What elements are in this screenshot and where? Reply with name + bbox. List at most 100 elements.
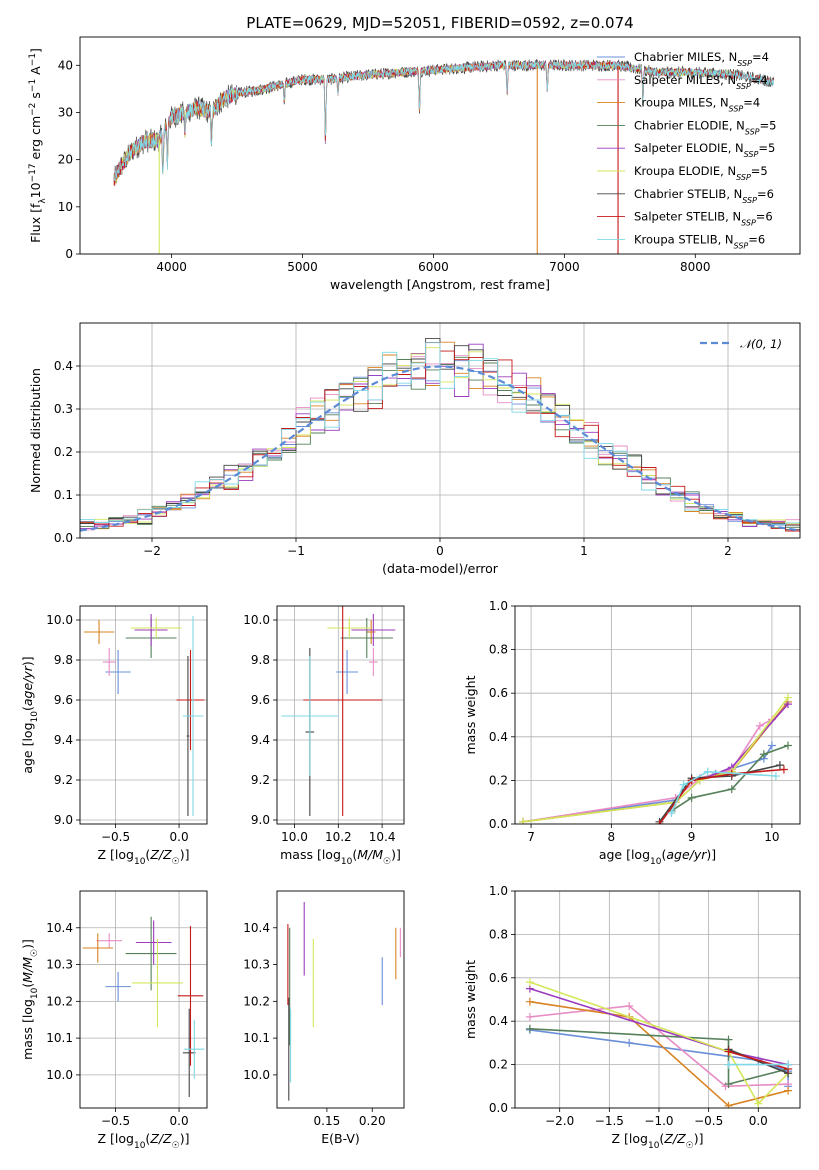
y-tick-label: 0.1: [54, 488, 73, 502]
errorbar-point: [176, 650, 205, 750]
mass-weight-marker: [525, 1012, 534, 1021]
errorbar-point: [303, 606, 383, 816]
x-tick-label: −1.0: [644, 1114, 673, 1128]
y-tick-label: 9.4: [251, 733, 270, 747]
x-axis-label: E(B-V): [321, 1131, 360, 1146]
mass-weight-line: [529, 981, 789, 1106]
mass-weight-marker: [783, 693, 792, 702]
legend-entry: Salpeter MILES, NSSP=4: [634, 73, 768, 91]
y-tick-label: 10.0: [243, 613, 270, 627]
y-tick-label: 9.0: [251, 813, 270, 827]
x-tick-label: 10.0: [281, 830, 308, 844]
y-tick-label: 9.6: [54, 693, 73, 707]
y-tick-label: 0.2: [489, 773, 508, 787]
mass-weight-marker: [724, 1060, 733, 1069]
age-vs-Z-plot-area: [80, 606, 207, 824]
x-axis-label: Z [log10(Z/Z☉)]: [612, 1131, 704, 1151]
x-tick-label: 0.0: [170, 830, 189, 844]
spectrum-plot-area: [113, 58, 775, 254]
errorbar-point: [184, 1019, 205, 1079]
y-tick-label: 10.0: [46, 613, 73, 627]
errorbar-point: [366, 620, 376, 644]
errorbar-point: [336, 650, 359, 694]
mass-weight-marker: [525, 997, 534, 1006]
errorbar-point: [368, 648, 378, 676]
y-tick-label: 10.1: [46, 1031, 73, 1045]
errorbar-point: [82, 933, 114, 963]
legend-entry: Kroupa STELIB, NSSP=6: [634, 232, 765, 250]
age-vs-mass-panel: 10.0 10.2 10.4 9.0 9.2 9.4 9.6 9.8 10.0 mass [log…: [243, 605, 405, 867]
x-axis-label: Z [log10(Z/Z☉)]: [98, 847, 190, 867]
x-tick-label: −1: [287, 544, 305, 558]
x-tick-label: −0.5: [101, 830, 130, 844]
x-tick-label: −0.5: [101, 1114, 130, 1128]
y-tick-label: 10.2: [243, 994, 270, 1008]
errorbar-point: [130, 618, 182, 638]
x-tick-label: −2: [143, 544, 161, 558]
mass-weight-marker: [767, 741, 776, 750]
x-tick-label: −0.5: [694, 1114, 723, 1128]
legend-entry: Chabrier STELIB, NSSP=6: [634, 187, 774, 205]
mass-vs-EBV-plot-area: [287, 902, 401, 1101]
mass-weight-marker: [779, 765, 788, 774]
mass-weight-marker: [703, 767, 712, 776]
errorbar-point: [96, 933, 122, 949]
x-tick-label: −1.5: [595, 1114, 624, 1128]
axes-frame: [79, 36, 801, 255]
y-tick-label: 10.3: [243, 958, 270, 972]
y-tick-label: 9.2: [251, 773, 270, 787]
x-tick-label: 7: [527, 830, 535, 844]
y-tick-label: 10.4: [46, 921, 73, 935]
mass-weight-marker: [724, 1080, 733, 1089]
mass-weight-marker: [724, 1047, 733, 1056]
spectrum-line: [113, 58, 775, 185]
massweight-vs-age-plot-area: [515, 606, 800, 824]
y-tick-label: 0.8: [489, 643, 508, 657]
y-tick-label: 0.0: [54, 531, 73, 545]
mass-weight-marker: [759, 750, 768, 759]
errorbar-point: [125, 916, 177, 991]
errorbar-point: [281, 656, 339, 776]
mass-weight-marker: [687, 793, 696, 802]
y-tick-label: 0: [65, 247, 73, 261]
y-tick-label: 30: [58, 105, 73, 119]
massweight-vs-Z-plot-area: [515, 891, 800, 1108]
legend-entry: Salpeter ELODIE, NSSP=5: [634, 141, 775, 159]
massweight-vs-age-panel: 7 8 9 10 0.0 0.2 0.4 0.6 0.8 1.0 age [log10(age/yr…: [463, 599, 801, 867]
y-tick-label: 1.0: [489, 884, 508, 898]
x-tick-label: 4000: [156, 260, 187, 274]
x-tick-label: 2: [724, 544, 732, 558]
y-tick-label: 9.6: [251, 693, 270, 707]
axes-frame: [79, 605, 208, 825]
massweight-vs-Z-panel: −2.0 −1.5 −1.0 −0.5 0.0 0.0 0.2 0.4 0.6 0.8 1.0 Z […: [463, 884, 801, 1151]
x-tick-label: 10: [764, 830, 779, 844]
x-tick-label: 9: [688, 830, 696, 844]
mass-weight-line: [529, 1000, 789, 1107]
mass-weight-line: [728, 1050, 789, 1070]
axes-frame: [79, 890, 208, 1109]
y-axis-label: Normed distribution: [28, 368, 43, 493]
y-tick-label: 0.4: [54, 359, 73, 373]
y-tick-label: 10.1: [243, 1031, 270, 1045]
errorbar-point: [182, 616, 204, 816]
y-tick-label: 0.3: [54, 402, 73, 416]
y-tick-label: 0.0: [489, 1101, 508, 1115]
errorbar-point: [186, 656, 190, 816]
y-axis-label: Flux [fλ10−17 erg cm−2 s−1 A−1]: [28, 48, 48, 243]
y-tick-label: 10.2: [46, 994, 73, 1008]
errorbar-point: [327, 618, 372, 638]
y-tick-label: 0.2: [489, 1058, 508, 1072]
y-tick-label: 9.0: [54, 813, 73, 827]
x-tick-label: 8000: [680, 260, 711, 274]
y-tick-label: 10: [58, 200, 73, 214]
normal-reference-curve: [80, 365, 800, 532]
y-tick-label: 10.3: [46, 958, 73, 972]
mass-weight-marker: [525, 1024, 534, 1033]
mass-weight-marker: [667, 809, 676, 818]
mass-weight-line: [529, 1005, 789, 1088]
y-tick-label: 9.8: [54, 653, 73, 667]
residuals-panel: −2 −1 0 1 2 0.0 0.1 0.2 0.3 0.4 (data-model)/error…: [28, 322, 801, 576]
mass-weight-marker: [724, 1101, 733, 1108]
errorbar-point: [105, 971, 131, 1002]
mass-vs-EBV-panel: 0.15 0.20 10.0 10.1 10.2 10.3 10.4 E(B-V): [243, 890, 405, 1146]
